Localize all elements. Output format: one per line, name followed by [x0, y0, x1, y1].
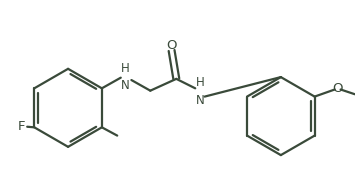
Text: O: O: [332, 82, 342, 95]
Text: H: H: [121, 62, 130, 75]
Text: N: N: [195, 94, 204, 107]
Text: F: F: [17, 120, 25, 133]
Text: O: O: [166, 39, 177, 52]
Text: N: N: [121, 79, 130, 93]
Text: H: H: [195, 76, 204, 89]
